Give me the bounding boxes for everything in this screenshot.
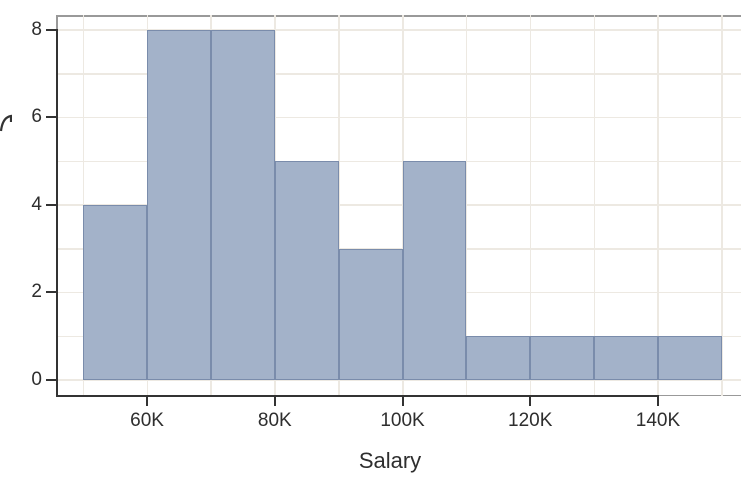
panel-border-top: [56, 15, 741, 17]
histogram-bar: [274, 161, 339, 380]
h-gridline: [57, 73, 741, 75]
histogram-bar: [210, 29, 275, 380]
x-tick: [273, 396, 276, 406]
x-axis-spine: [56, 395, 659, 397]
x-tick: [401, 396, 404, 406]
h-gridline: [57, 29, 741, 31]
histogram-bar: [594, 336, 658, 380]
y-tick: [46, 378, 56, 381]
x-tick-label: 120K: [508, 410, 553, 431]
x-tick-label: 60K: [130, 410, 164, 431]
x-tick: [146, 396, 149, 406]
h-gridline: [57, 116, 741, 119]
h-gridline: [57, 160, 741, 163]
h-gridline: [57, 204, 741, 206]
y-tick: [46, 116, 56, 119]
x-tick: [529, 396, 532, 406]
h-gridline: [57, 379, 741, 381]
x-tick: [656, 396, 659, 406]
x-tick-label: 140K: [635, 410, 681, 431]
x-tick-label: 80K: [257, 410, 292, 431]
histogram-bar: [657, 336, 722, 380]
histogram-bar: [338, 248, 403, 380]
histogram-bar: [466, 336, 531, 380]
histogram-bar: [83, 204, 148, 380]
y-tick-label: 2: [31, 281, 42, 303]
histogram-bar: [147, 29, 211, 380]
y-axis-spine: [56, 28, 58, 397]
y-tick: [46, 28, 56, 31]
x-tick-label: 100K: [380, 410, 425, 431]
y-tick-label: 6: [31, 106, 42, 128]
x-axis-title: Salary: [358, 448, 422, 473]
y-tick-label: 0: [31, 368, 42, 390]
y-tick-label: 8: [31, 18, 42, 40]
y-tick: [46, 203, 56, 206]
y-tick-label: 4: [31, 193, 42, 215]
histogram-bar: [530, 336, 595, 380]
clipped-y-axis-label-fragment: [0, 114, 12, 132]
y-tick: [46, 291, 56, 294]
histogram-bar: [402, 161, 467, 380]
